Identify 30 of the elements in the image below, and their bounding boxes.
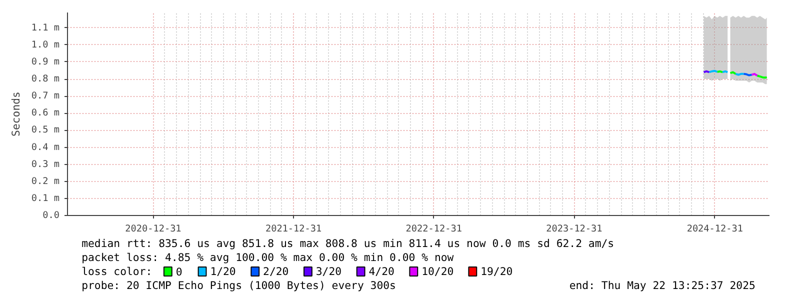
text: probe: 20 ICMP Echo Pings (1000 Bytes) every 300s [82,279,396,292]
legend-label: 19/20 [480,265,513,278]
y-axis-title: Seconds [9,92,22,136]
y-tick-label: 0.4 m [31,142,60,153]
legend-label: 3/20 [316,265,342,278]
y-tick-label: 0.6 m [31,108,60,119]
y-tick-label: 0.3 m [31,158,60,170]
text: median rtt: 835.6 us avg 851.8 us max 808.8 us min 811.4 us now 0.0 ms sd 62.2 am/s [82,237,614,250]
y-tick-label: 1.0 m [31,39,60,50]
y-tick-label: 0.9 m [31,56,60,68]
x-tick-label: 2024-12-31 [686,224,743,234]
text: packet loss: 4.85 % avg 100.00 % max 0.00 % min 0.00 % now [82,251,454,264]
x-tick-label: 2021-12-31 [265,224,322,234]
y-tick-label: 0.8 m [31,74,60,85]
x-tick-label: 2023-12-31 [546,224,602,234]
y-tick-label: 0.0 [42,210,60,221]
legend-label: 2/20 [263,265,289,278]
legend-label: 10/20 [422,265,454,278]
y-tick-label: 1.1 m [31,22,60,34]
y-tick-label: 0.7 m [31,90,60,102]
legend-title: loss color: [82,265,152,278]
y-tick-label: 0.2 m [31,176,60,187]
legend-label: 4/20 [368,265,394,278]
legend-label: 0 [176,266,182,278]
y-tick-label: 0.1 m [31,192,60,204]
legend-label: 1/20 [210,265,236,278]
y-tick-label: 0.5 m [31,124,60,136]
x-tick-label: 2022-12-31 [406,224,462,234]
text: end: Thu May 22 13:25:37 2025 [569,279,756,292]
x-tick-label: 2020-12-31 [125,224,182,234]
